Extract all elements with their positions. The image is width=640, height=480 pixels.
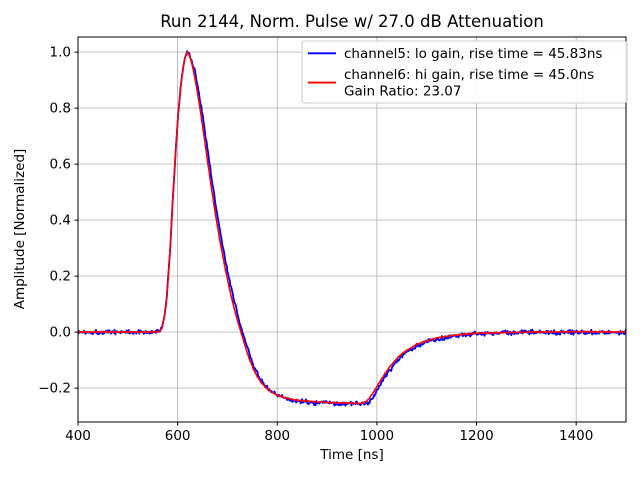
series-lines — [78, 50, 626, 407]
legend: channel5: lo gain, rise time = 45.83ns ch… — [301, 40, 628, 104]
y-tick-label: 0.0 — [50, 325, 71, 341]
y-tick-label: 0.8 — [50, 101, 71, 117]
y-tick-label: 1.0 — [50, 45, 71, 61]
y-tick-label: 0.4 — [50, 213, 71, 229]
grid-lines — [77, 37, 626, 422]
chart-title: Run 2144, Norm. Pulse w/ 27.0 dB Attenua… — [160, 12, 544, 31]
y-tick-label: −0.2 — [38, 381, 71, 397]
x-tick-label: 1400 — [559, 428, 593, 444]
series-channel6-line — [78, 51, 626, 405]
x-axis-label: Time [ns] — [320, 447, 384, 463]
x-tick-label: 800 — [264, 428, 290, 444]
x-tick-label: 1200 — [459, 428, 493, 444]
y-axis-label: Amplitude [Normalized] — [12, 148, 28, 310]
tick-marks — [74, 51, 577, 426]
legend-label: Gain Ratio: 23.07 — [344, 84, 461, 100]
legend-label: channel6: hi gain, rise time = 45.0ns — [344, 67, 594, 83]
axes-spines — [77, 36, 627, 423]
y-tick-label: 0.2 — [50, 269, 71, 285]
x-tick-label: 400 — [65, 428, 91, 444]
legend-box — [301, 40, 628, 104]
x-tick-label: 600 — [165, 428, 191, 444]
legend-label: channel5: lo gain, rise time = 45.83ns — [344, 46, 602, 62]
x-tick-label: 1000 — [360, 428, 394, 444]
y-tick-label: 0.6 — [50, 157, 71, 173]
